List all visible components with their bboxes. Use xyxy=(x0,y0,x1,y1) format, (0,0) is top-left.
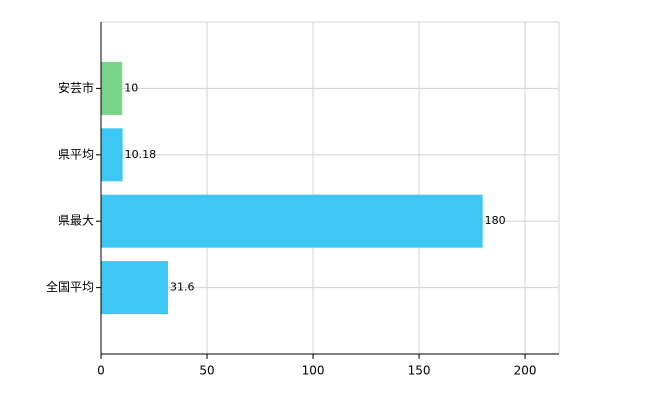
data-label: 10.18 xyxy=(125,148,157,161)
bar xyxy=(101,61,123,115)
y-tick-label: 県最大 xyxy=(58,214,94,228)
y-tick-label: 全国平均 xyxy=(46,279,94,294)
x-tick-label: 200 xyxy=(514,364,537,378)
x-tick-label: 0 xyxy=(97,364,105,378)
x-tick-label: 150 xyxy=(408,364,431,378)
bar xyxy=(101,194,483,248)
bar xyxy=(101,128,123,182)
data-label: 10 xyxy=(124,81,138,94)
y-tick-label: 安芸市 xyxy=(58,80,94,95)
x-tick-label: 50 xyxy=(199,364,214,378)
bar xyxy=(101,261,169,315)
data-label: 180 xyxy=(485,214,506,227)
x-tick-label: 100 xyxy=(302,364,325,378)
y-tick-label: 県平均 xyxy=(58,147,94,161)
data-label: 31.6 xyxy=(170,281,195,294)
